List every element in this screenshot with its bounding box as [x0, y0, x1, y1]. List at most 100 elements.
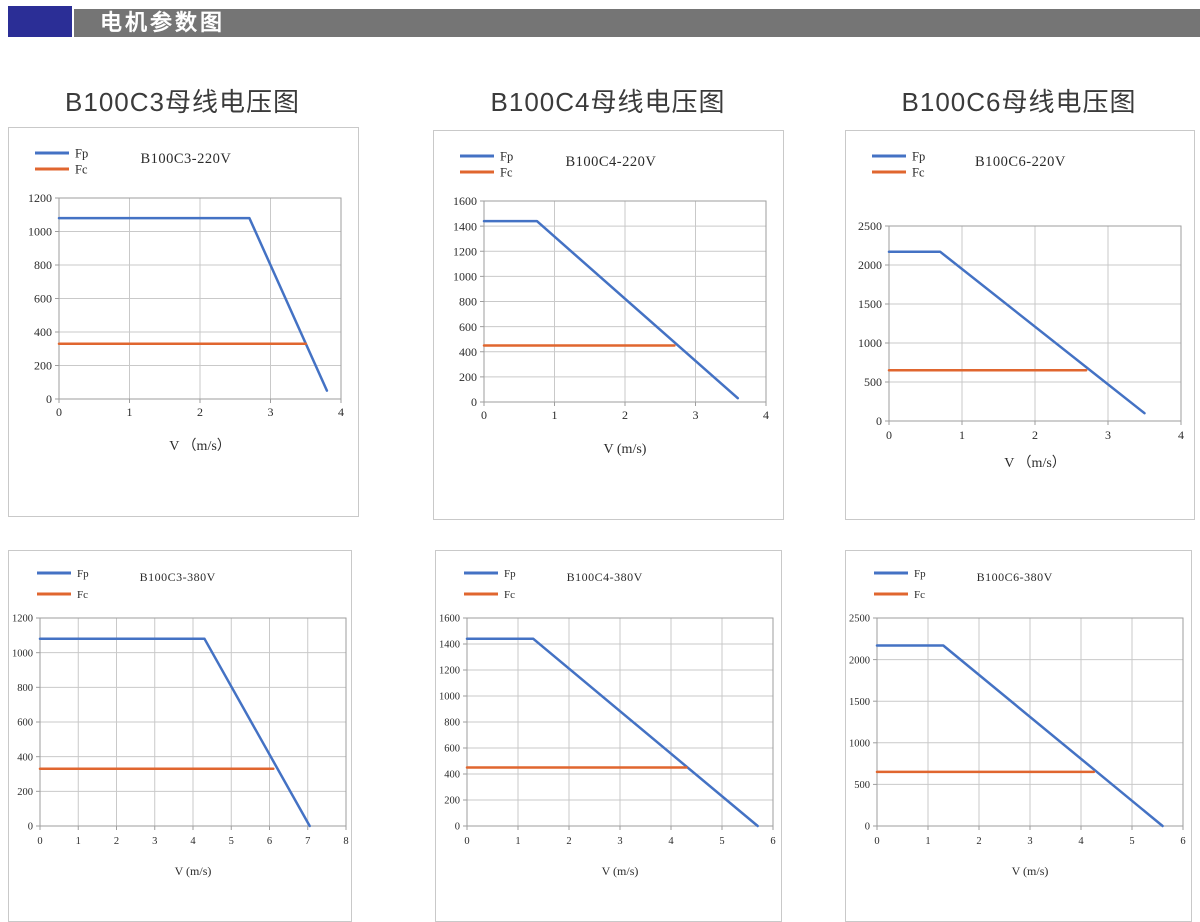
y-tick-label: 600	[34, 292, 52, 306]
y-tick-label: 0	[471, 395, 477, 409]
y-tick-label: 1000	[453, 270, 477, 284]
x-tick-label: 3	[617, 836, 622, 847]
x-tick-label: 1	[76, 836, 81, 847]
legend-label-fp: Fp	[77, 568, 89, 580]
chart-title: B100C6-380V	[977, 570, 1053, 584]
x-tick-label: 2	[197, 405, 203, 419]
y-tick-label: 0	[28, 822, 33, 833]
chart-title: B100C3-220V	[140, 151, 231, 167]
legend-label-fc: Fc	[77, 589, 88, 601]
y-tick-label: 1200	[439, 666, 460, 677]
header-bar: 电机参数图	[74, 9, 1200, 37]
x-tick-label: 3	[1027, 836, 1032, 847]
y-tick-label: 500	[864, 375, 882, 389]
y-tick-label: 1000	[439, 692, 460, 703]
x-tick-label: 4	[763, 408, 769, 422]
chart-panel-b100c6-380v: 0 500 1000 1500 2000 2500 0 1 2 3 4 5 6 Fp Fc B100C6-38…	[845, 550, 1192, 922]
y-tick-label: 2000	[858, 258, 882, 272]
chart-svg-b100c3-220v: 0 200 400 600 800 1000 1200 0 1 2 3 4 Fp Fc B100C3-220…	[28, 146, 344, 454]
chart-panel-b100c6-220v: 0 500 1000 1500 2000 2500 0 1 2 3 4 Fp Fc B100C6-220V…	[845, 130, 1195, 520]
x-tick-label: 0	[37, 836, 42, 847]
x-tick-label: 4	[338, 405, 344, 419]
y-tick-label: 400	[17, 752, 33, 763]
x-tick-label: 0	[874, 836, 879, 847]
y-tick-label: 1000	[858, 336, 882, 350]
x-axis-label: V （m/s）	[169, 438, 231, 454]
y-tick-label: 2000	[849, 655, 870, 666]
legend-label-fc: Fc	[75, 162, 88, 176]
fp-line	[465, 637, 759, 828]
x-tick-label: 2	[622, 408, 628, 422]
x-tick-label: 5	[719, 836, 724, 847]
section-title-b100c4: B100C4母线电压图	[490, 87, 726, 117]
legend-label-fp: Fp	[912, 149, 925, 163]
y-tick-label: 500	[854, 780, 870, 791]
chart-panel-b100c3-380v: 0 200 400 600 800 1000 1200 0 1 2 3 4 5 6 7 8 Fp Fc B100C3…	[8, 550, 352, 922]
y-tick-label: 800	[444, 718, 460, 729]
chart-panel-b100c4-380v: 0 200 400 600 800 1000 1200 1400 1600 0 1 2 3 4 5 6 Fp Fc…	[435, 550, 782, 922]
x-tick-label: 1	[959, 428, 965, 442]
x-tick-label: 6	[267, 836, 272, 847]
x-tick-label: 2	[1032, 428, 1038, 442]
chart-svg-b100c6-220v: 0 500 1000 1500 2000 2500 0 1 2 3 4 Fp Fc B100C6-220V…	[858, 149, 1184, 471]
x-tick-label: 0	[886, 428, 892, 442]
page-title: 电机参数图	[100, 10, 226, 35]
legend-label-fc: Fc	[912, 165, 925, 179]
fp-line	[482, 219, 740, 400]
y-tick-label: 600	[444, 744, 460, 755]
y-tick-label: 2500	[858, 219, 882, 233]
x-tick-label: 1	[552, 408, 558, 422]
x-tick-label: 4	[668, 836, 674, 847]
x-axis-label: V (m/s)	[602, 864, 639, 878]
y-tick-label: 800	[459, 295, 477, 309]
y-tick-label: 400	[444, 770, 460, 781]
chart-svg-b100c6-380v: 0 500 1000 1500 2000 2500 0 1 2 3 4 5 6 Fp Fc B100C6-38…	[849, 568, 1186, 878]
y-tick-label: 1400	[439, 640, 460, 651]
chart-svg-b100c4-380v: 0 200 400 600 800 1000 1200 1400 1600 0 1 2 3 4 5 6 Fp Fc…	[439, 568, 776, 878]
y-tick-label: 1200	[453, 244, 477, 258]
chart-panel-b100c3-220v: 0 200 400 600 800 1000 1200 0 1 2 3 4 Fp Fc B100C3-220…	[8, 127, 359, 517]
y-tick-label: 200	[17, 787, 33, 798]
y-tick-label: 1200	[28, 191, 52, 205]
y-tick-label: 1400	[453, 219, 477, 233]
chart-title: B100C4-380V	[567, 570, 643, 584]
legend-label-fp: Fp	[500, 149, 513, 163]
chart-title: B100C4-220V	[565, 154, 656, 170]
y-tick-label: 0	[46, 392, 52, 406]
section-title-b100c3: B100C3母线电压图	[65, 87, 300, 117]
fp-line	[38, 637, 311, 828]
fp-line	[57, 216, 329, 392]
x-tick-label: 4	[1078, 836, 1084, 847]
legend-label-fp: Fp	[75, 146, 88, 160]
x-tick-label: 1	[127, 405, 133, 419]
x-tick-label: 2	[566, 836, 571, 847]
y-tick-label: 2500	[849, 614, 870, 625]
x-tick-label: 2	[114, 836, 119, 847]
x-tick-label: 0	[464, 836, 469, 847]
y-tick-label: 0	[455, 822, 460, 833]
x-axis-label: V (m/s)	[604, 442, 647, 457]
y-tick-label: 400	[34, 325, 52, 339]
x-tick-label: 1	[925, 836, 930, 847]
x-tick-label: 1	[515, 836, 520, 847]
y-tick-label: 200	[34, 359, 52, 373]
legend-label-fp: Fp	[914, 568, 926, 580]
y-tick-label: 1000	[28, 225, 52, 239]
y-tick-label: 800	[34, 258, 52, 272]
x-tick-label: 6	[770, 836, 775, 847]
y-tick-label: 1600	[439, 614, 460, 625]
x-tick-label: 0	[56, 405, 62, 419]
chart-svg-b100c4-220v: 0 200 400 600 800 1000 1200 1400 1600 0 1 2 3 4 Fp Fc B1…	[453, 149, 769, 457]
x-tick-label: 3	[693, 408, 699, 422]
y-tick-label: 1500	[849, 697, 870, 708]
legend-label-fc: Fc	[914, 589, 925, 601]
x-tick-label: 3	[1105, 428, 1111, 442]
x-tick-label: 3	[268, 405, 274, 419]
legend-label-fc: Fc	[504, 589, 515, 601]
fp-line	[875, 644, 1164, 828]
x-tick-label: 5	[1129, 836, 1134, 847]
chart-title: B100C3-380V	[140, 570, 216, 584]
chart-svg-b100c3-380v: 0 200 400 600 800 1000 1200 0 1 2 3 4 5 6 7 8 Fp Fc B100C3…	[12, 568, 349, 878]
y-tick-label: 0	[865, 822, 870, 833]
x-tick-label: 2	[976, 836, 981, 847]
